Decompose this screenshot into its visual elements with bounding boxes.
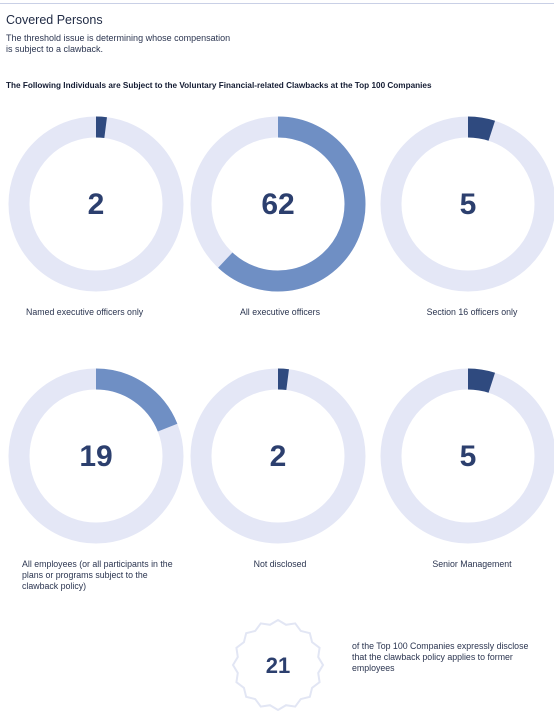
donut-label: Senior Management — [432, 559, 512, 569]
chart-title: The Following Individuals are Subject to… — [6, 81, 432, 90]
donut-segment — [95, 116, 107, 139]
donut-segment — [218, 116, 366, 292]
donut-chart: 5 — [380, 116, 554, 292]
donut-chart: 19 — [8, 368, 184, 544]
donut-value: 19 — [79, 440, 112, 473]
donut-chart: 2 — [190, 368, 366, 544]
donut-value: 62 — [261, 188, 294, 221]
donut-value: 5 — [460, 188, 477, 221]
former-employees-badge: 21 — [230, 617, 326, 713]
donut-label: Section 16 officers only — [426, 307, 518, 317]
donut-value: 5 — [460, 440, 477, 473]
donut-value: 2 — [88, 188, 105, 221]
page-title: Covered Persons — [6, 13, 103, 27]
donut-segment — [277, 368, 289, 391]
donut-chart: 5 — [380, 368, 554, 544]
donut-segment — [467, 116, 496, 141]
donut-chart: 62 — [190, 116, 366, 292]
donut-label: Named executive officers only — [26, 307, 144, 317]
donut-segment — [467, 368, 496, 393]
donut-segment — [95, 368, 178, 432]
badge-caption: of the Top 100 Companies expressly discl… — [352, 641, 529, 673]
top-divider — [0, 3, 554, 4]
donut-chart: 2 — [8, 116, 184, 292]
badge-star-shape: 21 — [231, 618, 325, 712]
badge-value: 21 — [266, 653, 290, 678]
badge-outline — [231, 618, 325, 712]
section-description: The threshold issue is determining whose… — [6, 33, 231, 54]
donut-label: Not disclosed — [253, 559, 307, 569]
donut-label: All executive officers — [239, 307, 321, 317]
donut-label: All employees (or all participants in th… — [22, 559, 173, 591]
donut-value: 2 — [270, 440, 287, 473]
